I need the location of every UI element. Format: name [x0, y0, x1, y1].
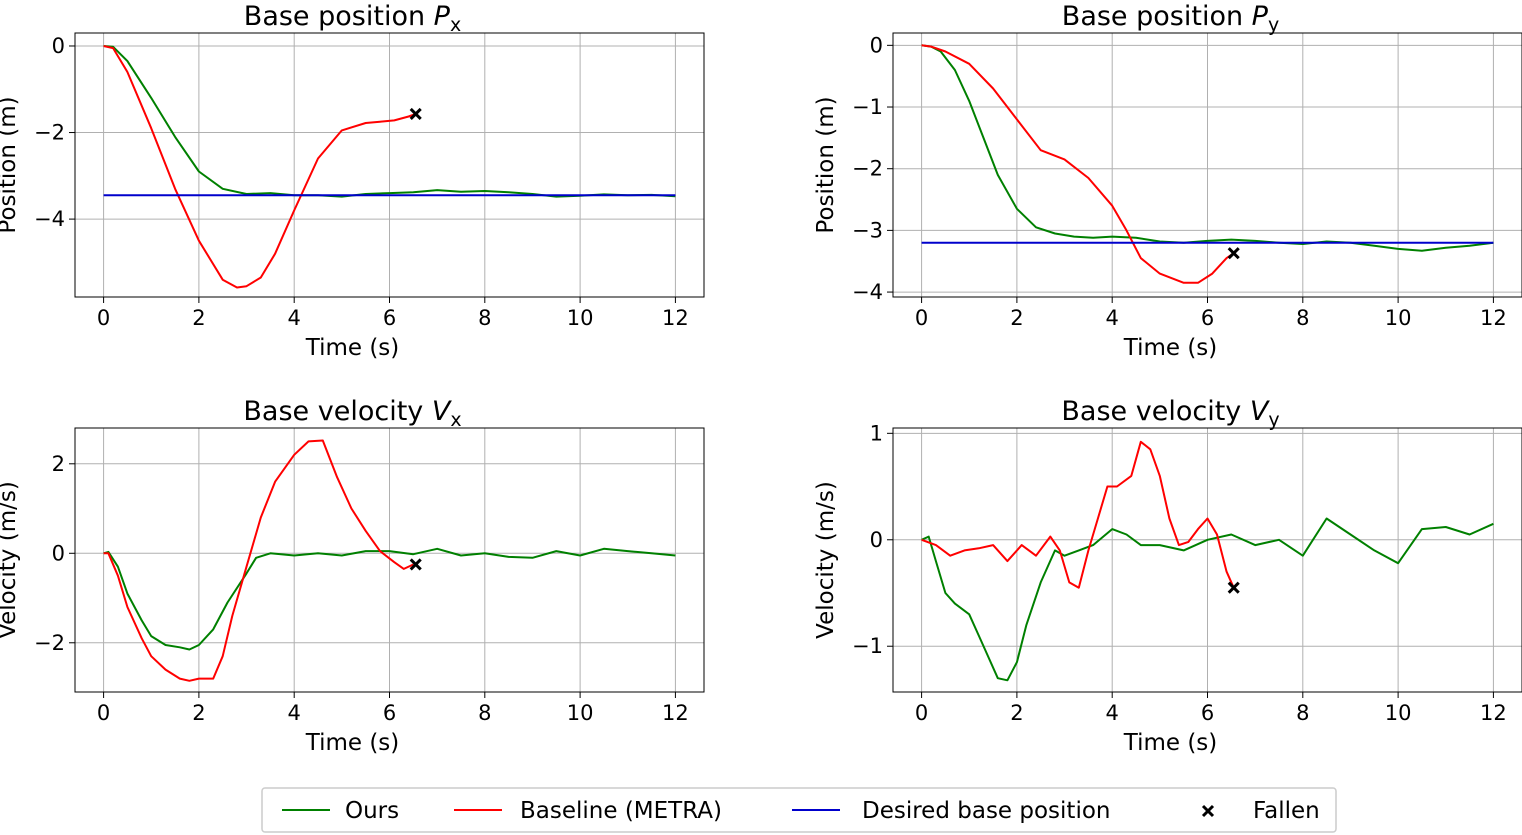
- series-line-baseline-metra: [921, 440, 1235, 589]
- y-tick-label: 2: [52, 452, 65, 476]
- series-line-ours: [921, 44, 1494, 252]
- chart-title: Base position Py: [1062, 1, 1279, 36]
- x-axis-label: Time (s): [1123, 730, 1218, 756]
- x-tick-label: 10: [1385, 701, 1412, 725]
- x-tick-label: 4: [1106, 701, 1119, 725]
- x-axis-label: Time (s): [305, 730, 400, 756]
- y-tick-label: −2: [34, 121, 65, 145]
- y-tick-label: 0: [52, 34, 65, 58]
- y-tick-label: −3: [852, 218, 883, 242]
- chart-title: Base position Px: [244, 1, 461, 36]
- x-tick-label: 10: [567, 306, 594, 330]
- fallen-marker-icon: [409, 107, 422, 120]
- y-tick-label: 1: [870, 421, 883, 445]
- chart-title: Base velocity Vy: [1061, 396, 1279, 431]
- y-tick-label: 0: [870, 528, 883, 552]
- fallen-marker-icon: [1227, 581, 1240, 594]
- y-tick-label: −1: [852, 634, 883, 658]
- x-tick-label: 0: [915, 701, 928, 725]
- y-axis-label: Velocity (m/s): [813, 481, 839, 639]
- x-tick-label: 8: [478, 306, 491, 330]
- y-tick-label: −4: [34, 207, 65, 231]
- legend-ours-label: Ours: [345, 798, 399, 824]
- fallen-marker-icon: [409, 558, 422, 571]
- fallen-marker-icon: [1227, 247, 1240, 260]
- x-tick-label: 4: [288, 701, 301, 725]
- x-tick-label: 8: [1296, 701, 1309, 725]
- x-tick-label: 6: [1201, 306, 1214, 330]
- x-tick-label: 12: [662, 306, 689, 330]
- legend: Ours Baseline (METRA) Desired base posit…: [261, 787, 1337, 833]
- x-tick-label: 12: [1480, 306, 1507, 330]
- series-line-ours: [921, 517, 1494, 682]
- x-tick-label: 6: [1201, 701, 1214, 725]
- x-tick-label: 12: [662, 701, 689, 725]
- x-tick-label: 0: [97, 306, 110, 330]
- y-axis-label: Velocity (m/s): [0, 481, 21, 639]
- x-tick-label: 0: [97, 701, 110, 725]
- x-tick-label: 2: [1010, 701, 1023, 725]
- x-tick-label: 6: [383, 701, 396, 725]
- x-tick-label: 10: [1385, 306, 1412, 330]
- y-axis-label: Position (m): [0, 96, 21, 233]
- series-line-baseline-metra: [103, 439, 414, 682]
- x-tick-label: 2: [192, 701, 205, 725]
- y-tick-label: −2: [34, 631, 65, 655]
- x-tick-label: 4: [1106, 306, 1119, 330]
- x-tick-label: 10: [567, 701, 594, 725]
- series-line-ours: [103, 547, 676, 651]
- y-tick-label: −2: [852, 157, 883, 181]
- legend-baseline-label: Baseline (METRA): [520, 798, 722, 824]
- x-axis-label: Time (s): [1123, 335, 1218, 361]
- chart-title: Base velocity Vx: [243, 396, 461, 431]
- y-tick-label: −1: [852, 95, 883, 119]
- x-tick-label: 0: [915, 306, 928, 330]
- x-tick-label: 2: [1010, 306, 1023, 330]
- x-tick-label: 8: [478, 701, 491, 725]
- x-tick-label: 4: [288, 306, 301, 330]
- y-tick-label: 0: [52, 541, 65, 565]
- series-line-baseline-metra: [103, 45, 417, 289]
- x-tick-label: 12: [1480, 701, 1507, 725]
- y-tick-label: −4: [852, 280, 883, 304]
- y-axis-label: Position (m): [813, 96, 839, 233]
- x-tick-label: 2: [192, 306, 205, 330]
- legend-fallen-marker-icon: [1201, 804, 1215, 818]
- y-tick-label: 0: [870, 33, 883, 57]
- chart-panel-1: 0 2 4 6 8 10 12 0 −2 −4 Time (s) Position (m) Base p…: [0, 1, 705, 361]
- x-axis-label: Time (s): [305, 335, 400, 361]
- x-tick-label: 6: [383, 306, 396, 330]
- x-tick-label: 8: [1296, 306, 1309, 330]
- series-line-baseline-metra: [921, 44, 1235, 284]
- legend-fallen-label: Fallen: [1253, 798, 1320, 824]
- legend-desired-label: Desired base position: [862, 798, 1111, 824]
- chart-panel-3: 0 2 4 6 8 10 12 2 0 −2 Time (s) Velocity (m/s) Base …: [0, 396, 705, 756]
- chart-panel-2: 0 2 4 6 8 10 12 0 −1 −2 −3 −4 Time (s) Position (m) Ba…: [813, 1, 1522, 361]
